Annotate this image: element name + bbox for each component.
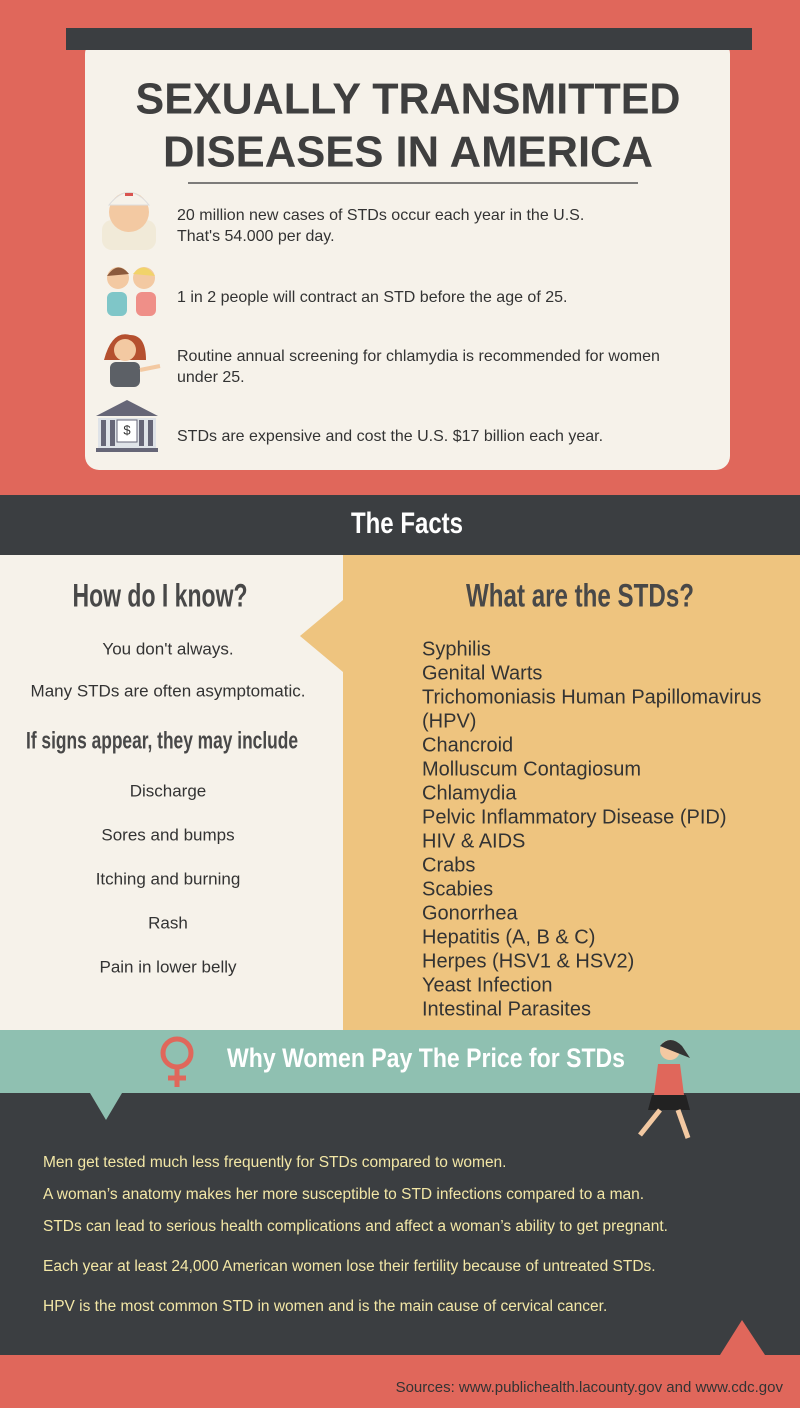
sign-text: Discharge (130, 781, 207, 800)
women-point: Each year at least 24,000 American women… (43, 1258, 656, 1275)
stat-text: STDs are expensive and cost the U.S. $17… (177, 428, 603, 445)
woman-icon (104, 334, 161, 387)
title-line: SEXUALLY TRANSMITTED (136, 75, 681, 124)
std-item: Herpes (HSV1 & HSV2) (422, 950, 634, 972)
stat-text: Routine annual screening for chlamydia i… (177, 348, 660, 365)
women-point: HPV is the most common STD in women and … (43, 1298, 607, 1315)
women-panel (0, 1093, 800, 1355)
std-item: Scabies (422, 878, 493, 900)
std-item: Intestinal Parasites (422, 998, 591, 1020)
women-point: A woman’s anatomy makes her more suscept… (43, 1186, 644, 1203)
left-heading: How do I know? (73, 577, 248, 613)
std-item: Genital Warts (422, 662, 542, 684)
women-point: STDs can lead to serious health complica… (43, 1218, 668, 1235)
right-panel (343, 555, 800, 1030)
left-subheading: If signs appear, they may include (26, 727, 298, 754)
female-symbol (160, 1036, 194, 1087)
std-item: Molluscum Contagiosum (422, 758, 641, 780)
top-bar (66, 28, 752, 50)
stat-text: That's 54.000 per day. (177, 228, 335, 245)
card (85, 40, 730, 470)
walking-woman (638, 1040, 691, 1139)
svg-text:$: $ (123, 422, 131, 437)
pointer (720, 1320, 765, 1355)
couple-icon (107, 267, 156, 316)
doctor-icon (102, 192, 156, 250)
sign-text: Sores and bumps (101, 825, 234, 844)
std-item: Yeast Infection (422, 974, 552, 996)
fact-text: You don't always. (102, 639, 233, 658)
footer (0, 1355, 800, 1408)
std-item: Gonorrhea (422, 902, 518, 924)
std-item: Crabs (422, 854, 475, 876)
std-item: HIV & AIDS (422, 830, 525, 852)
std-item: Chlamydia (422, 782, 517, 804)
stat-text: under 25. (177, 369, 245, 386)
std-item: Trichomoniasis Human Papillomavirus (422, 686, 761, 708)
sources: Sources: www.publichealth.lacounty.gov a… (396, 1379, 784, 1396)
bank-icon: $ (96, 400, 158, 452)
std-item: Syphilis (422, 638, 491, 660)
right-heading: What are the STDs? (466, 577, 694, 613)
pointer (300, 600, 343, 672)
fact-text: Many STDs are often asymptomatic. (31, 681, 306, 700)
stat-text: 20 million new cases of STDs occur each … (177, 207, 584, 224)
facts-band (0, 495, 800, 555)
std-item: (HPV) (422, 710, 476, 732)
sign-text: Pain in lower belly (99, 957, 237, 976)
women-point: Men get tested much less frequently for … (43, 1154, 507, 1171)
std-item: Pelvic Inflammatory Disease (PID) (422, 806, 727, 828)
left-panel (0, 555, 343, 1030)
women-title: Why Women Pay The Price for STDs (227, 1043, 625, 1073)
pointer (90, 1093, 122, 1120)
std-item: Hepatitis (A, B & C) (422, 926, 595, 948)
facts-title: The Facts (351, 507, 463, 540)
stat-text: 1 in 2 people will contract an STD befor… (177, 289, 567, 306)
sign-text: Rash (148, 913, 188, 932)
title-line: DISEASES IN AMERICA (163, 128, 653, 177)
sign-text: Itching and burning (96, 869, 241, 888)
std-item: Chancroid (422, 734, 513, 756)
